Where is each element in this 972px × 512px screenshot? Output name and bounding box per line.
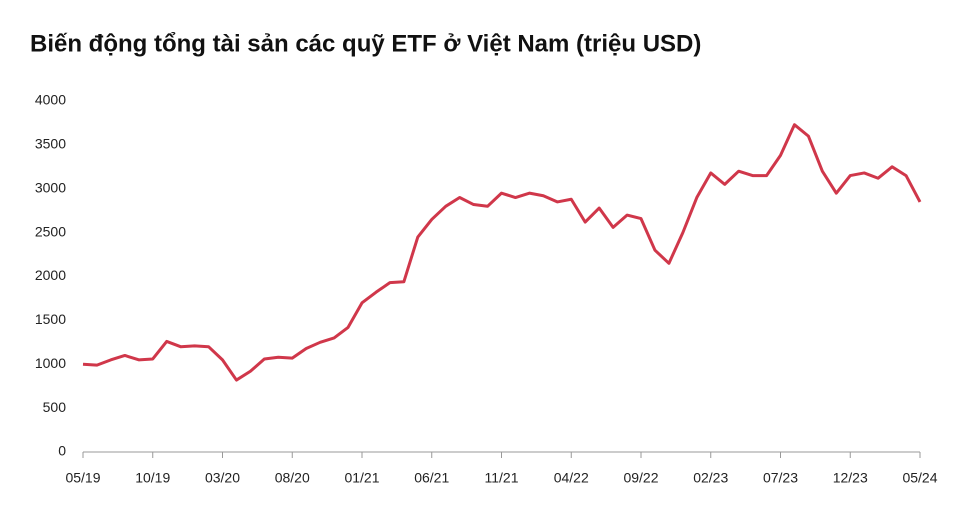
- y-tick-label: 500: [43, 399, 67, 415]
- x-tick-label: 05/24: [902, 470, 937, 486]
- x-tick-label: 03/20: [205, 470, 240, 486]
- y-tick-label: 3000: [35, 179, 66, 195]
- x-tick-label: 01/21: [344, 470, 379, 486]
- y-tick-label: 3500: [35, 136, 66, 152]
- x-tick-label: 04/22: [554, 470, 589, 486]
- y-tick-label: 1500: [35, 311, 66, 327]
- x-tick-label: 07/23: [763, 470, 798, 486]
- x-tick-label: 02/23: [693, 470, 728, 486]
- x-tick-label: 09/22: [623, 470, 658, 486]
- x-tick-label: 06/21: [414, 470, 449, 486]
- chart-title: Biến động tổng tài sản các quỹ ETF ở Việ…: [30, 30, 701, 57]
- x-tick-label: 11/21: [485, 470, 519, 486]
- y-tick-label: 0: [58, 443, 66, 459]
- y-tick-label: 4000: [35, 92, 66, 108]
- x-tick-label: 08/20: [275, 470, 310, 486]
- y-tick-label: 1000: [35, 355, 66, 371]
- x-tick-label: 05/19: [65, 470, 100, 486]
- y-tick-label: 2000: [35, 267, 66, 283]
- x-tick-label: 12/23: [833, 470, 868, 486]
- x-tick-label: 10/19: [135, 470, 170, 486]
- y-tick-label: 2500: [35, 223, 66, 239]
- series-line: [82, 123, 922, 382]
